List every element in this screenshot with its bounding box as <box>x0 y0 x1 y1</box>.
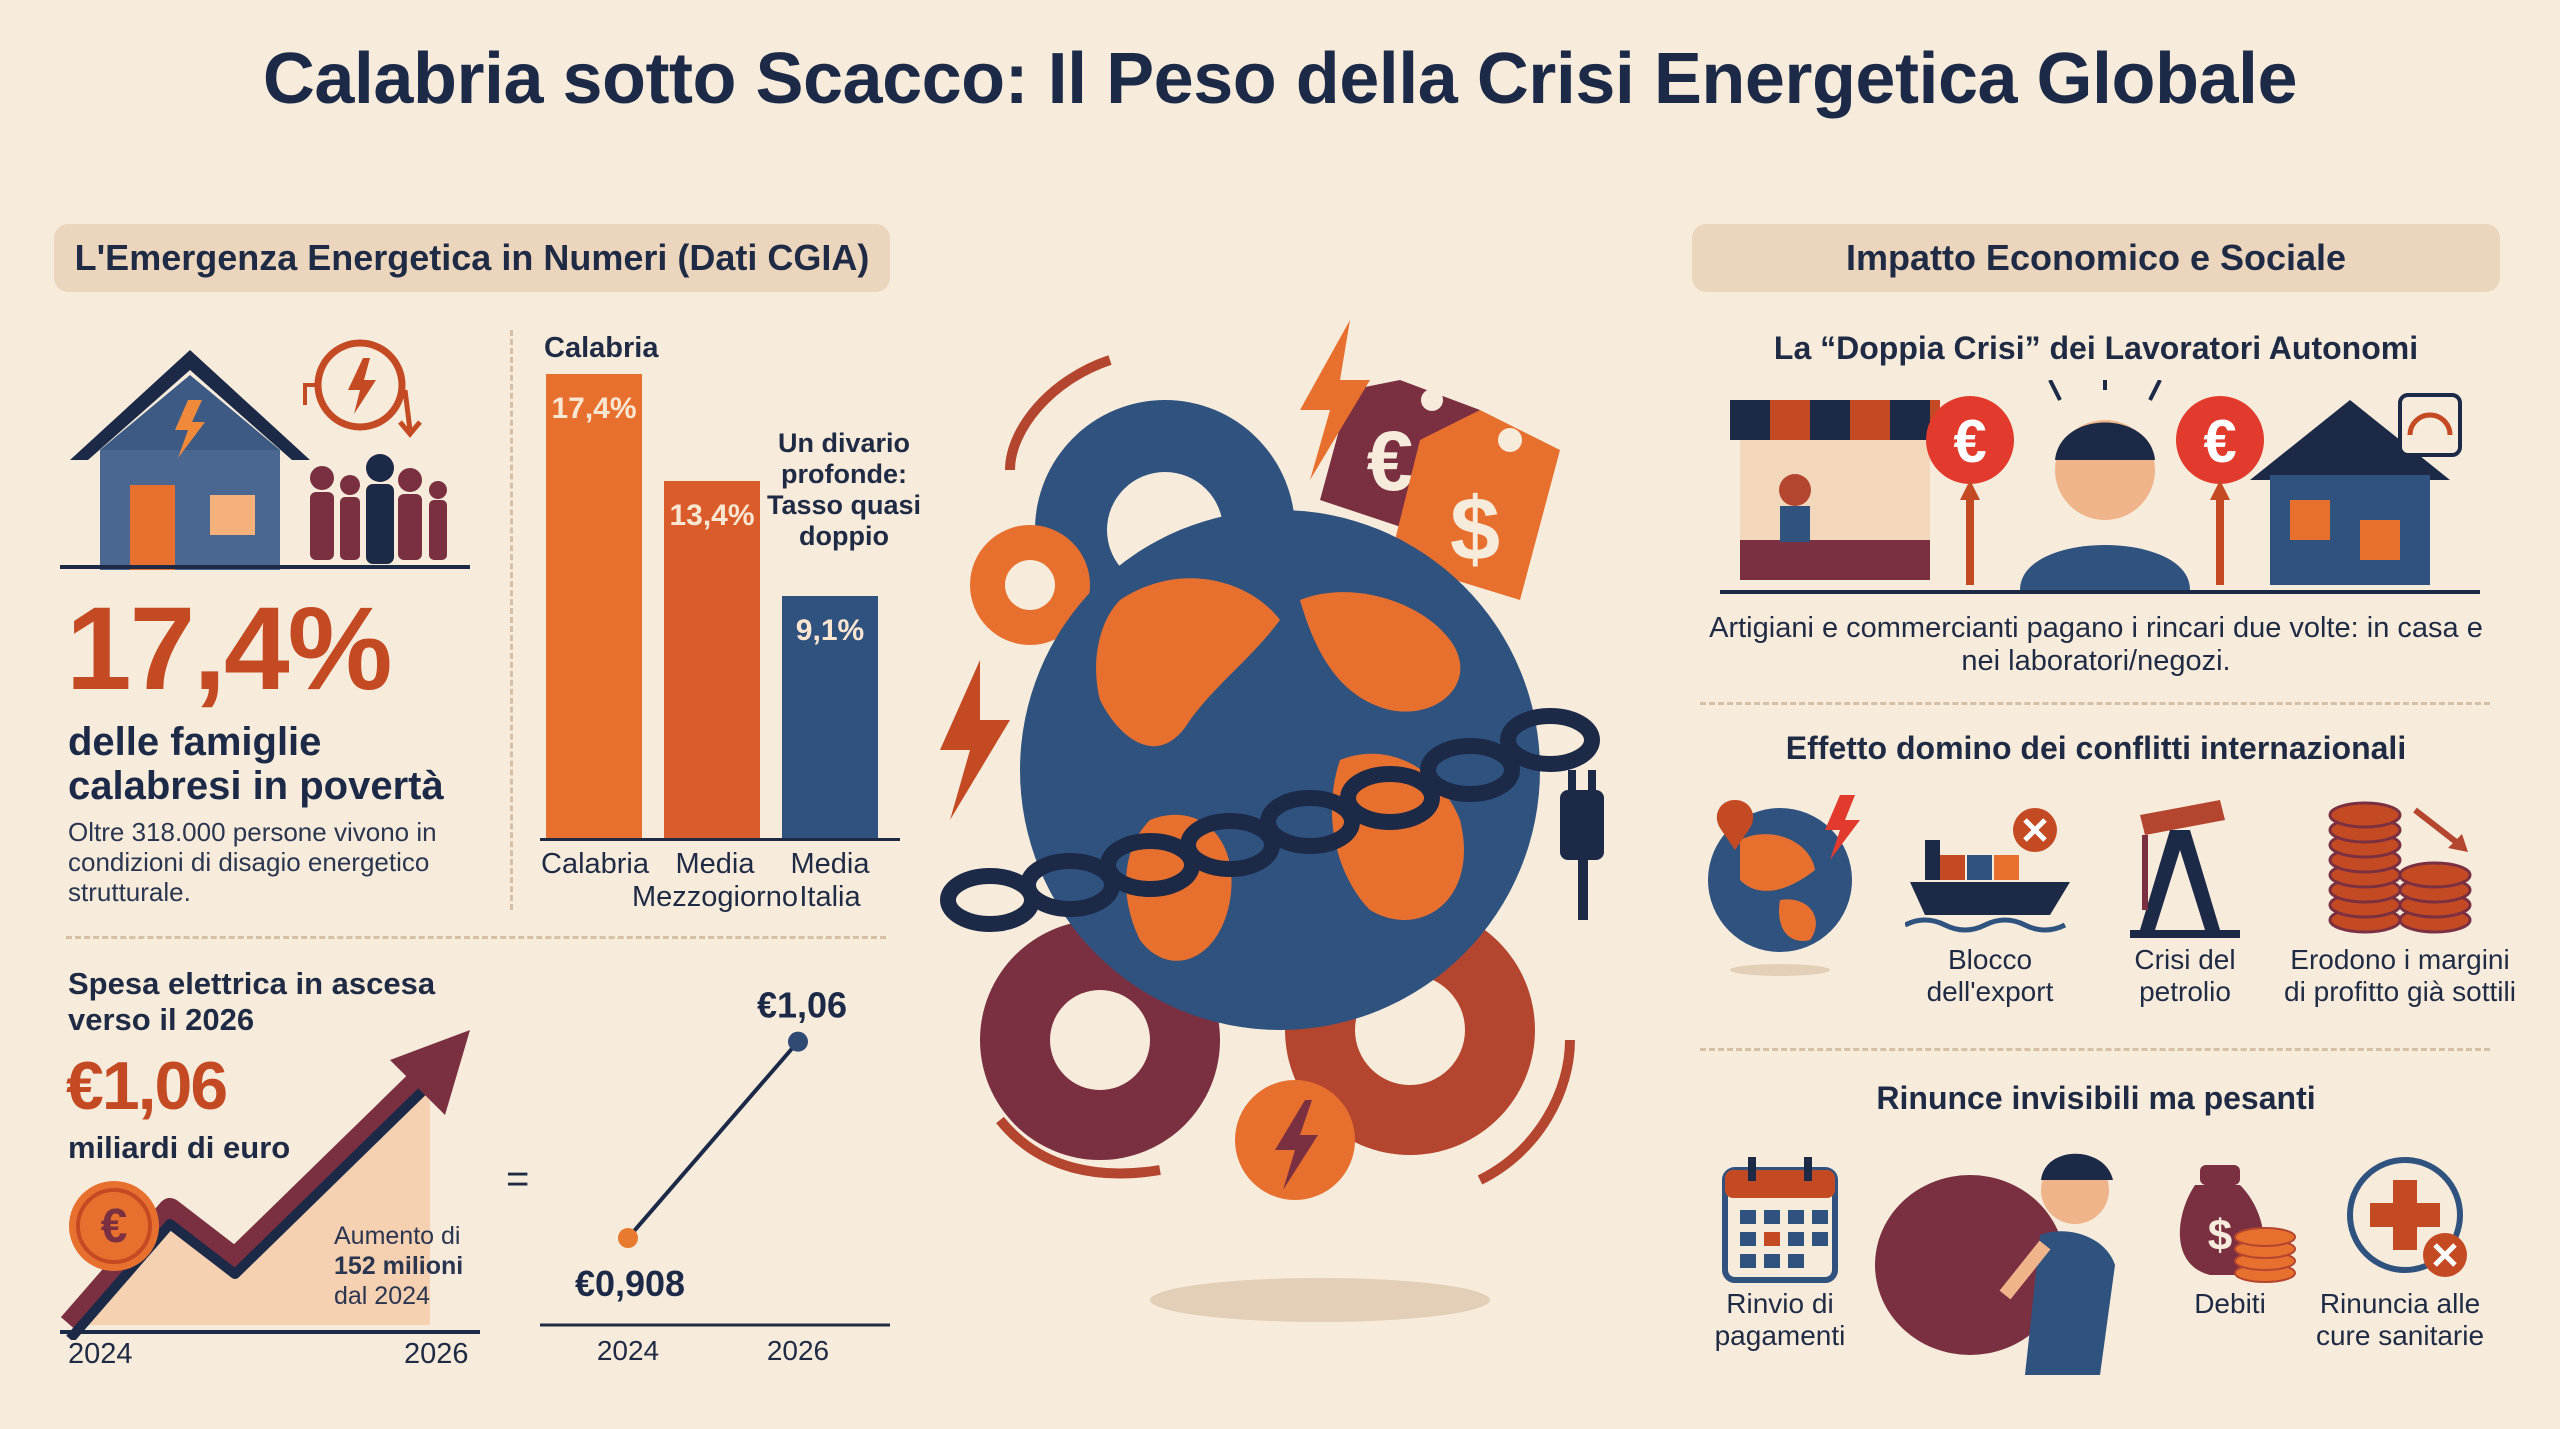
lightning-icon <box>1300 320 1370 480</box>
chain-icon <box>940 708 1600 932</box>
right-divider <box>1700 702 2490 705</box>
doppia-crisi-illustration: € € <box>1720 380 2480 594</box>
line-chart: €0,908 2024 €1,06 2026 <box>540 985 890 1366</box>
bar-category-label: Media Mezzogiorno <box>631 848 799 914</box>
cargo-ship-icon <box>1905 808 2070 933</box>
domino-label: Blocco dell'export <box>1926 944 2054 1008</box>
euro-symbol: € <box>2203 408 2236 475</box>
lightning-coin-icon <box>1235 1080 1355 1200</box>
euro-symbol: € <box>101 1200 128 1253</box>
globe-conflict-icon <box>1708 795 1860 976</box>
trend-x-start: 2024 <box>68 1338 133 1370</box>
data-point <box>618 1228 638 1248</box>
svg-text:$: $ <box>2208 1211 2232 1260</box>
euro-warning-icon: € <box>2176 396 2264 585</box>
doppia-crisi-text: Artigiani e commercianti pagano i rincar… <box>1709 612 2483 678</box>
bar-category-label: Calabria <box>541 848 649 880</box>
aumento-line3: dal 2024 <box>334 1282 430 1310</box>
rinunce-label: Rinuncia alle cure sanitarie <box>2315 1288 2485 1352</box>
power-warning-icon <box>303 339 422 438</box>
euro-tag-symbol: € <box>1367 414 1414 508</box>
left-divider <box>510 330 513 910</box>
bar-value-label: 9,1% <box>795 614 865 648</box>
domino-title: Effetto domino dei conflitti internazion… <box>1785 730 2407 766</box>
euro-coin-icon: € <box>69 1181 159 1271</box>
rinunce-label: Rinvio di pagamenti <box>1714 1288 1846 1352</box>
gap-note: Un divario profonde: Tasso quasi doppio <box>766 428 922 552</box>
oil-pump-icon <box>2130 800 2240 938</box>
poverty-caption: delle famiglie calabresi in povertà <box>68 720 444 808</box>
gear-icon <box>970 525 1090 645</box>
price-tag-icon: $ <box>1390 410 1560 600</box>
coin-stacks-icon <box>2328 801 2472 934</box>
spesa-title: Spesa elettrica in ascesa verso il 2026 <box>68 966 436 1037</box>
data-label: €0,908 <box>575 1263 685 1304</box>
bar-value-label: 17,4% <box>551 392 637 425</box>
spesa-value: €1,06 <box>66 1048 228 1124</box>
medical-cross-icon <box>2347 1157 2467 1277</box>
spesa-unit: miliardi di euro <box>68 1130 291 1165</box>
shop-icon <box>1730 400 1940 580</box>
domino-label: Crisi del petrolio <box>2134 944 2236 1008</box>
series-line <box>626 1040 800 1240</box>
bar-category-label: Media Italia <box>790 848 870 914</box>
house-icon <box>70 350 310 570</box>
data-label: €1,06 <box>757 985 847 1026</box>
money-bag-icon: $ <box>2179 1165 2296 1283</box>
bar-axis <box>540 838 900 841</box>
dollar-tag-symbol: $ <box>1450 480 1500 580</box>
poverty-percent: 17,4% <box>66 583 393 715</box>
doppia-crisi-title: La “Doppia Crisi” dei Lavoratori Autonom… <box>1773 330 2419 366</box>
equals-sign: = <box>506 1157 530 1201</box>
calendar-icon <box>1722 1157 1838 1283</box>
circular-arrow-icon <box>996 355 1575 1185</box>
house-family-illustration <box>60 339 470 570</box>
lightning-icon <box>940 660 1010 820</box>
rinunce-title: Rinunce invisibili ma pesanti <box>1876 1080 2316 1116</box>
home-meter-icon <box>2250 393 2462 585</box>
bar-chart: 17,4% 13,4% 9,1% <box>540 370 900 841</box>
bar-1: 13,4% <box>664 481 760 840</box>
bar-value-label: 13,4% <box>669 499 755 533</box>
burdened-man-icon <box>1875 1153 2115 1375</box>
bar-chart-title: Calabria <box>544 332 659 364</box>
aumento-line2: 152 milioni <box>334 1252 464 1280</box>
page-title: Calabria sotto Scacco: Il Peso della Cri… <box>262 39 2298 119</box>
right-section-title: Impatto Economico e Sociale <box>1692 224 2500 292</box>
euro-warning-icon: € <box>1926 396 2014 585</box>
rinunce-label: Debiti <box>2194 1288 2266 1319</box>
bar-0: 17,4% <box>546 374 642 840</box>
bar-2: 9,1% <box>782 596 878 840</box>
plug-icon <box>1560 770 1604 920</box>
x-tick-label: 2024 <box>597 1335 659 1366</box>
globe-icon <box>1020 510 1540 1030</box>
right-divider <box>1700 1048 2490 1051</box>
family-icon <box>310 454 447 564</box>
poverty-note: Oltre 318.000 persone vivono in condizio… <box>68 817 437 907</box>
data-point <box>788 1031 808 1052</box>
trend-x-end: 2026 <box>404 1338 469 1370</box>
euro-symbol: € <box>1953 408 1986 475</box>
x-tick-label: 2026 <box>767 1335 829 1366</box>
domino-label: Erodono i margini di profitto già sottil… <box>2284 944 2516 1008</box>
aumento-line1: Aumento di <box>334 1222 461 1250</box>
stressed-person-icon <box>2020 380 2190 590</box>
globe-crisis-illustration: € $ <box>940 320 1604 1322</box>
left-section-title: L'Emergenza Energetica in Numeri (Dati C… <box>54 224 890 292</box>
left-divider-horizontal <box>66 936 886 939</box>
